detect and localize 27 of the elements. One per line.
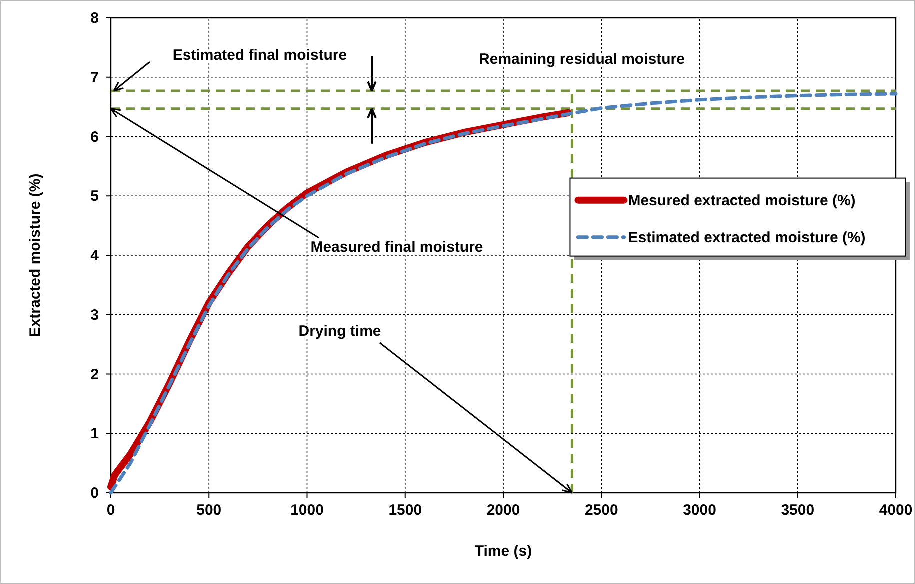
- legend-label: Mesured extracted moisture (%): [628, 192, 856, 210]
- x-tick-label: 1000: [290, 502, 324, 519]
- x-tick-label: 0: [106, 502, 116, 519]
- y-tick-label: 0: [90, 485, 99, 502]
- line-series: [109, 92, 898, 495]
- legend-label: Estimated extracted moisture (%): [628, 229, 866, 246]
- annotation: Measured final moisture: [310, 239, 484, 256]
- x-tick-label: 2500: [584, 502, 618, 519]
- y-tick-label: 7: [90, 69, 99, 86]
- annotation: Drying time: [298, 323, 382, 340]
- annotation: Estimated final moisture: [172, 47, 348, 64]
- y-tick-label: 1: [90, 426, 99, 443]
- x-tick-label: 3500: [781, 502, 815, 519]
- y-tick-label: 2: [90, 366, 99, 384]
- y-tick-label: 8: [90, 10, 99, 27]
- x-tick-label: 4000: [879, 502, 913, 519]
- x-tick-label: 500: [196, 502, 222, 519]
- annotation: Remaining residual moisture: [479, 51, 685, 68]
- y-tick-label: 3: [90, 306, 99, 324]
- y-axis-title: Extracted moisture (%): [27, 174, 44, 338]
- x-axis-title: Time (s): [474, 543, 532, 560]
- x-tick-label: 2000: [486, 502, 520, 519]
- x-tick-label: 1500: [388, 502, 422, 519]
- y-tick-label: 5: [90, 188, 99, 206]
- y-tick-label: 6: [90, 128, 99, 146]
- y-tick-label: 4: [90, 248, 100, 264]
- x-tick-label: 3000: [683, 502, 716, 519]
